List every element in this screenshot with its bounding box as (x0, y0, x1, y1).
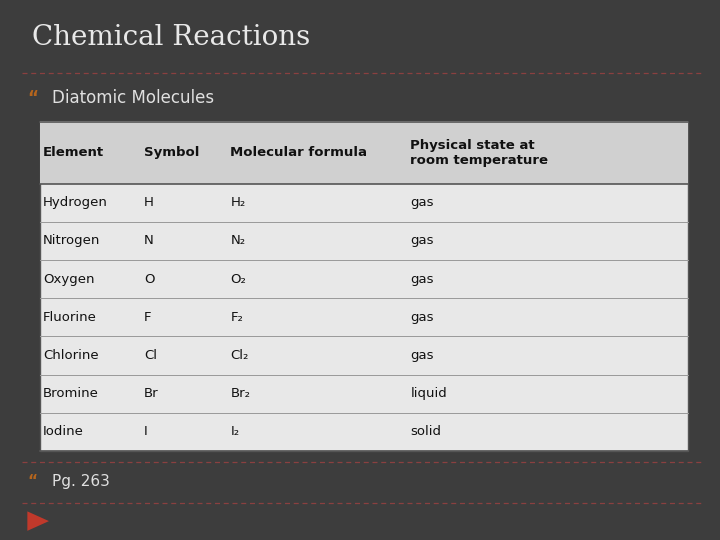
Text: O₂: O₂ (230, 273, 246, 286)
Text: Oxygen: Oxygen (43, 273, 95, 286)
Text: Symbol: Symbol (144, 146, 199, 159)
Text: Element: Element (43, 146, 104, 159)
Text: Iodine: Iodine (43, 426, 84, 438)
Text: I₂: I₂ (230, 426, 240, 438)
Text: Physical state at
room temperature: Physical state at room temperature (410, 139, 549, 166)
Text: liquid: liquid (410, 387, 447, 400)
Text: Br: Br (144, 387, 158, 400)
Text: H₂: H₂ (230, 196, 246, 209)
Text: Bromine: Bromine (43, 387, 99, 400)
Text: gas: gas (410, 273, 434, 286)
Text: I: I (144, 426, 148, 438)
Text: Diatomic Molecules: Diatomic Molecules (52, 89, 214, 107)
Text: Hydrogen: Hydrogen (43, 196, 108, 209)
Bar (40, 122, 688, 451)
Text: Chlorine: Chlorine (43, 349, 99, 362)
Text: Cl₂: Cl₂ (230, 349, 249, 362)
Text: F: F (144, 310, 151, 324)
Text: F₂: F₂ (230, 310, 243, 324)
Text: H: H (144, 196, 154, 209)
Text: N: N (144, 234, 154, 247)
Text: N₂: N₂ (230, 234, 246, 247)
Bar (40, 122, 688, 184)
Text: Molecular formula: Molecular formula (230, 146, 367, 159)
Text: Fluorine: Fluorine (43, 310, 97, 324)
Polygon shape (27, 511, 49, 531)
Text: gas: gas (410, 310, 434, 324)
Text: gas: gas (410, 234, 434, 247)
Text: gas: gas (410, 196, 434, 209)
Text: Chemical Reactions: Chemical Reactions (32, 24, 310, 51)
Text: gas: gas (410, 349, 434, 362)
Text: Pg. 263: Pg. 263 (52, 474, 109, 489)
Text: “: “ (27, 89, 38, 107)
Text: Br₂: Br₂ (230, 387, 251, 400)
Text: Cl: Cl (144, 349, 157, 362)
Text: solid: solid (410, 426, 441, 438)
Text: Nitrogen: Nitrogen (43, 234, 101, 247)
Text: O: O (144, 273, 155, 286)
Text: “: “ (27, 474, 37, 489)
